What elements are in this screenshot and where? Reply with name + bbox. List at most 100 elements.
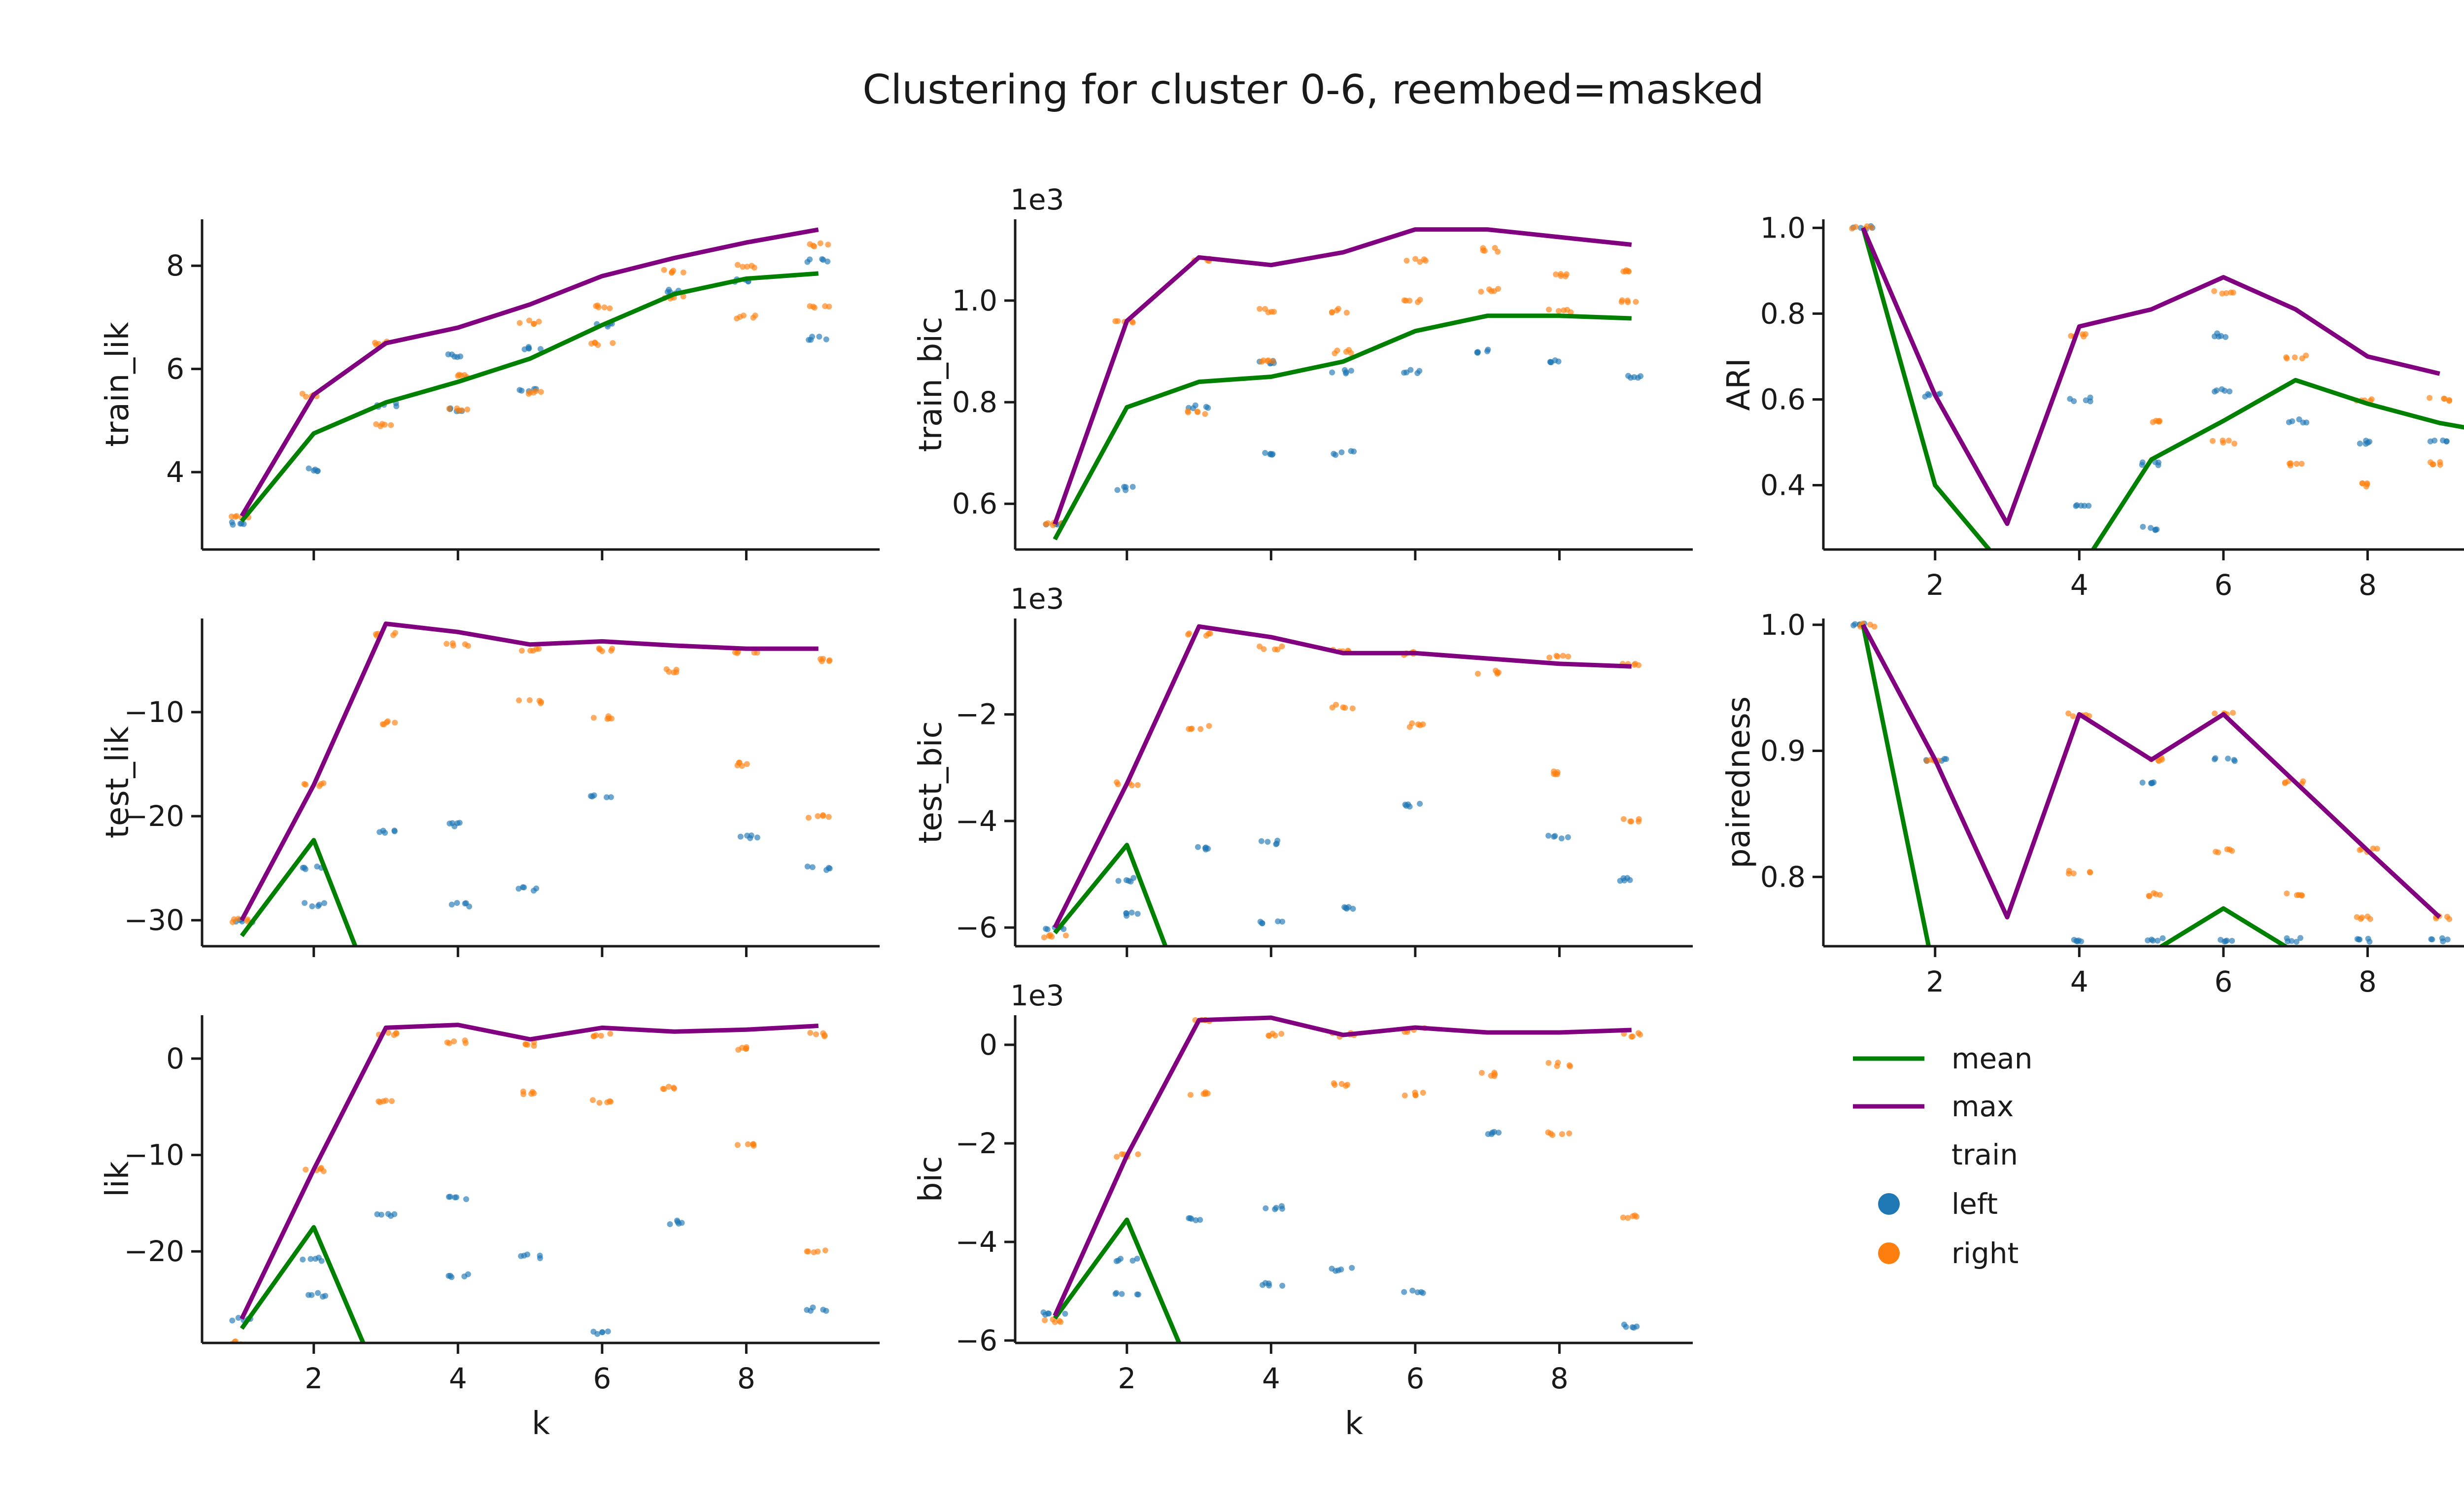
left-point-bic bbox=[1134, 1291, 1140, 1298]
right-point-test-lik bbox=[666, 669, 672, 675]
left-point-ari bbox=[2083, 397, 2089, 404]
left-point-test-lik bbox=[376, 829, 383, 835]
right-point-ari bbox=[1849, 225, 1855, 232]
right-point-train-bic bbox=[1623, 267, 1630, 274]
left-point-lik bbox=[667, 1221, 673, 1227]
left-point-test-lik bbox=[456, 820, 463, 826]
right-point-test-bic bbox=[1560, 652, 1566, 659]
y-axis-label: bic bbox=[913, 1156, 949, 1202]
axis-offset-text: 1e3 bbox=[1010, 582, 1064, 616]
left-point-lik bbox=[599, 1329, 606, 1336]
right-point-train-lik bbox=[464, 406, 471, 412]
left-point-lik bbox=[315, 1290, 321, 1296]
left-point-ari bbox=[2357, 441, 2363, 446]
right-point-ari bbox=[2225, 438, 2232, 444]
y-tick-label: −4 bbox=[956, 804, 998, 838]
left-point-test-lik bbox=[454, 900, 460, 906]
left-point-train-lik bbox=[823, 336, 829, 343]
right-point-lik bbox=[520, 1091, 527, 1098]
right-point-ari bbox=[2293, 461, 2300, 467]
x-tick-label: 8 bbox=[2359, 965, 2377, 998]
left-point-pairedness bbox=[2293, 939, 2300, 945]
left-point-bic bbox=[1263, 1205, 1269, 1211]
y-tick-label: −6 bbox=[956, 911, 998, 944]
x-tick-label: 2 bbox=[1926, 568, 1944, 602]
left-point-train-bic bbox=[1123, 487, 1129, 493]
right-point-train-lik bbox=[533, 388, 539, 394]
max-line-test-bic bbox=[1053, 624, 1632, 929]
right-point-train-bic bbox=[1262, 306, 1268, 312]
right-point-train-bic bbox=[1112, 318, 1119, 324]
right-point-test-bic bbox=[1333, 702, 1339, 708]
left-point-test-bic bbox=[1345, 904, 1352, 910]
right-point-pairedness bbox=[2065, 710, 2072, 717]
mean-line-test-lik bbox=[240, 838, 358, 946]
right-point-bic bbox=[1637, 1031, 1643, 1038]
y-axis-label: test_bic bbox=[913, 721, 949, 844]
right-point-pairedness bbox=[2230, 710, 2236, 716]
right-point-train-bic bbox=[1633, 299, 1639, 305]
left-point-train-bic bbox=[1348, 368, 1354, 374]
max-line-ari bbox=[1861, 227, 2440, 526]
left-point-test-bic bbox=[1123, 910, 1129, 917]
left-point-bic bbox=[1278, 1203, 1285, 1209]
x-tick-label: 6 bbox=[2214, 965, 2232, 998]
right-point-test-lik bbox=[736, 759, 743, 766]
left-point-test-bic bbox=[1195, 844, 1201, 850]
right-point-train-bic bbox=[1555, 308, 1562, 314]
y-tick-label: 8 bbox=[166, 249, 184, 282]
left-point-lik bbox=[306, 1292, 311, 1298]
right-point-lik bbox=[745, 1141, 751, 1147]
right-point-lik bbox=[743, 1046, 749, 1052]
right-point-ari bbox=[2292, 354, 2298, 361]
right-point-test-lik bbox=[518, 648, 525, 654]
left-point-train-lik bbox=[804, 259, 811, 265]
right-point-lik bbox=[598, 1032, 604, 1039]
right-point-train-lik bbox=[734, 262, 741, 268]
left-point-test-bic bbox=[1134, 911, 1141, 917]
right-point-train-bic bbox=[1257, 306, 1263, 312]
left-point-test-bic bbox=[1126, 878, 1132, 884]
left-point-pairedness bbox=[2284, 935, 2290, 941]
left-point-bic bbox=[1335, 1267, 1341, 1273]
plot-area bbox=[1849, 223, 2464, 549]
right-point-ari bbox=[2220, 437, 2226, 444]
left-point-pairedness bbox=[2231, 758, 2238, 764]
left-point-test-bic bbox=[1129, 909, 1135, 916]
left-point-pairedness bbox=[1943, 756, 1950, 762]
right-point-bic bbox=[1338, 1081, 1345, 1087]
right-point-train-bic bbox=[1412, 256, 1419, 262]
left-point-test-bic bbox=[1558, 835, 1565, 842]
right-point-ari bbox=[2210, 438, 2216, 444]
right-point-ari bbox=[2427, 395, 2433, 401]
left-point-test-lik bbox=[754, 834, 760, 841]
left-point-pairedness bbox=[2289, 938, 2295, 944]
right-point-lik bbox=[811, 1249, 817, 1255]
left-point-test-bic bbox=[1279, 919, 1285, 925]
right-point-bic bbox=[1278, 1030, 1285, 1037]
right-point-train-lik bbox=[749, 263, 755, 269]
left-point-train-lik bbox=[229, 519, 235, 525]
subplot-train-lik: 4 6 8 train_lik bbox=[100, 219, 880, 560]
left-point-train-lik bbox=[393, 403, 400, 410]
left-point-pairedness bbox=[2139, 780, 2146, 786]
left-point-test-lik bbox=[823, 867, 829, 873]
right-point-train-lik bbox=[811, 305, 818, 311]
right-point-lik bbox=[750, 1141, 756, 1147]
left-point-lik bbox=[300, 1256, 306, 1263]
right-point-test-lik bbox=[390, 632, 396, 638]
right-point-pairedness bbox=[2374, 846, 2380, 852]
right-point-test-bic bbox=[1340, 704, 1346, 711]
right-point-test-bic bbox=[1062, 932, 1069, 939]
right-point-train-bic bbox=[1478, 288, 1484, 295]
right-point-test-lik bbox=[820, 812, 826, 818]
left-point-train-bic bbox=[1631, 374, 1638, 380]
right-point-train-bic bbox=[1553, 271, 1559, 277]
right-point-train-lik bbox=[526, 317, 532, 324]
right-point-lik bbox=[589, 1097, 596, 1103]
right-point-test-lik bbox=[608, 648, 615, 654]
left-point-train-lik bbox=[816, 334, 822, 340]
right-point-train-lik bbox=[388, 422, 394, 428]
figure-title: Clustering for cluster 0-6, reembed=mask… bbox=[862, 67, 1764, 113]
